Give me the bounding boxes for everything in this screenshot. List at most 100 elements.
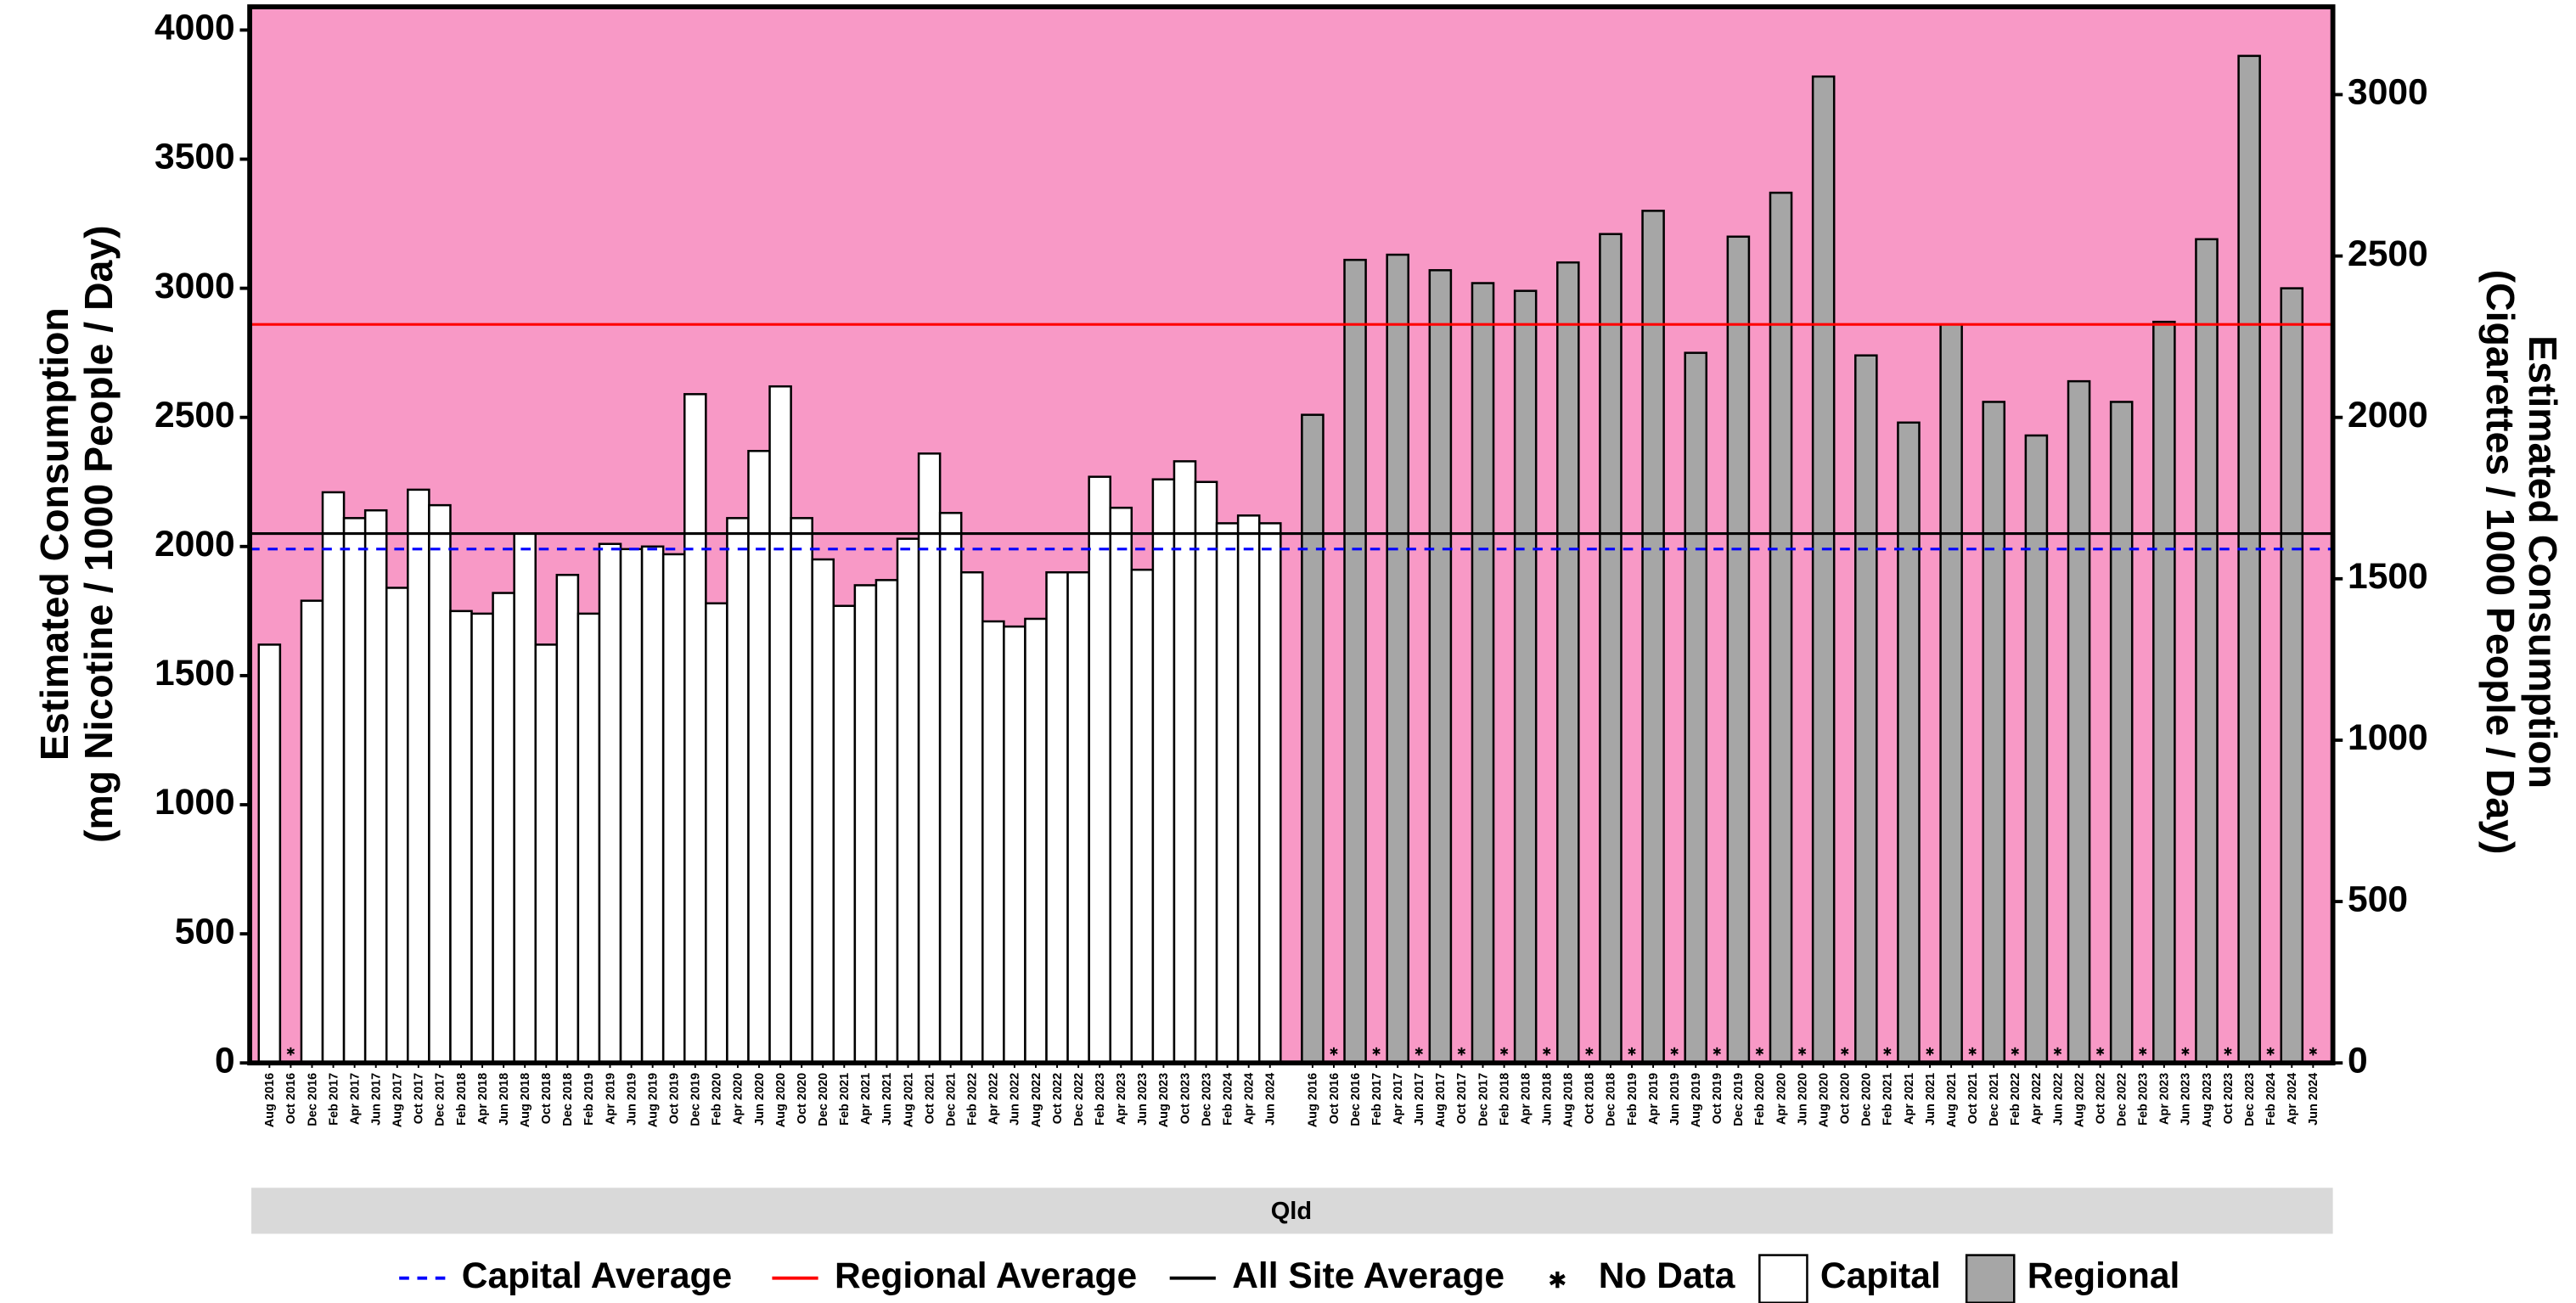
no-data-stroke [286,1048,295,1054]
x-tick-label: Aug 2017 [1434,1073,1448,1127]
no-data-stroke [1543,1048,1551,1054]
x-tick-label: Apr 2024 [2286,1073,2299,1125]
x-tick-label: Aug 2023 [1157,1073,1171,1127]
x-tick-label: Aug 2018 [519,1073,532,1127]
no-data-marker [1415,1047,1423,1056]
bar [1088,475,1111,1064]
x-tick-label: Aug 2017 [391,1073,405,1127]
no-data-marker [1713,1047,1721,1056]
x-tick-label: Feb 2021 [838,1073,852,1126]
bar [768,385,792,1064]
x-tick-label: Jun 2018 [498,1073,511,1126]
bar [790,517,813,1064]
y-axis-title: (mg Nicotine / 1000 People / Day) [76,225,121,843]
x-tick-label: Jun 2021 [1924,1073,1938,1126]
bar [1684,351,1708,1064]
no-data-marker [2224,1047,2232,1056]
no-data-stroke [2181,1048,2190,1054]
bar [2109,401,2134,1064]
bar [1428,269,1453,1064]
bar [1599,233,1623,1064]
no-data-marker [286,1047,295,1056]
no-data-stroke [1330,1048,1338,1054]
x-tick-label: Jun 2024 [1264,1073,1278,1126]
x-tick-label: Feb 2022 [966,1073,980,1126]
bar [300,599,324,1064]
bar [407,488,430,1064]
x-tick-label: Oct 2018 [1583,1073,1597,1124]
no-data-marker [1841,1047,1849,1056]
no-data-marker [1499,1047,1509,1056]
bar [555,574,580,1064]
no-data-marker [1670,1047,1679,1056]
x-tick-label: Aug 2022 [1030,1073,1043,1127]
x-tick-label: Jun 2020 [753,1073,767,1126]
bar [726,517,750,1064]
y-tick-label: 1000 [155,782,235,823]
x-tick-label: Jun 2019 [625,1073,638,1126]
bar [917,452,942,1064]
x-tick-label: Dec 2023 [2243,1073,2257,1126]
x-tick-label: Apr 2019 [1647,1073,1661,1125]
no-data-stroke [1549,1273,1566,1286]
bar [1109,506,1133,1064]
x-tick-label: Aug 2021 [902,1073,915,1127]
x-tick-label: Oct 2022 [2094,1073,2107,1124]
y2-axis-title: Estimated Consumption [2521,335,2565,789]
no-data-stroke [2309,1048,2318,1054]
no-data-marker [1549,1271,1566,1289]
x-tick-label: Dec 2016 [306,1073,319,1126]
plot-layer [250,54,2333,1064]
x-tick-label: Dec 2018 [1605,1073,1618,1126]
x-tick-label: Feb 2024 [1221,1073,1235,1126]
x-tick-label: Oct 2023 [1178,1073,1192,1124]
x-tick-label: Dec 2017 [1476,1073,1490,1126]
y2-tick-label: 3000 [2348,72,2428,113]
x-tick-label: Jun 2023 [2179,1073,2193,1126]
x-tick-label: Oct 2017 [413,1073,426,1124]
bar [1236,514,1261,1064]
no-data-marker [2053,1047,2062,1056]
no-data-stroke [2224,1048,2232,1054]
legend: Capital Average Regional Average All Site … [399,1254,2179,1303]
x-tick-label: Oct 2021 [1966,1073,1980,1124]
bar [1769,191,1793,1064]
x-tick-label: Dec 2017 [434,1073,447,1126]
no-data-marker [1755,1047,1764,1056]
bar [896,537,920,1064]
x-tick-label: Feb 2018 [1498,1073,1511,1126]
x-tick-label: Feb 2019 [582,1073,596,1126]
bar [1151,478,1176,1064]
no-data-marker [2095,1047,2105,1056]
x-tick-label: Feb 2020 [711,1073,724,1126]
no-data-stroke [1841,1048,1849,1054]
no-data-marker [1543,1047,1551,1056]
bar [1130,568,1155,1064]
no-data-marker [2181,1047,2190,1056]
no-data-stroke [1457,1048,1466,1054]
no-data-stroke [2139,1048,2147,1054]
bar [385,587,409,1064]
y2-tick-label: 1000 [2348,717,2428,758]
x-tick-label: Feb 2017 [327,1073,340,1126]
x-tick-label: Aug 2018 [1562,1073,1576,1127]
x-tick-label: Feb 2021 [1881,1073,1895,1126]
y-tick-label: 1500 [155,653,235,694]
no-data-marker [2139,1047,2147,1056]
x-tick-label: Dec 2022 [1072,1073,1086,1126]
bar [1194,480,1218,1064]
no-data-marker [1926,1047,1934,1056]
x-tick-label: Aug 2021 [1945,1073,1959,1127]
bar [1045,570,1069,1064]
legend-label: Capital Average [462,1255,732,1296]
bar [577,612,601,1064]
x-tick-label: Apr 2018 [1519,1073,1533,1125]
no-data-stroke [1372,1048,1381,1054]
x-tick-label: Jun 2017 [369,1073,383,1126]
x-tick-label: Aug 2016 [1307,1073,1320,1127]
no-data-marker [2266,1047,2275,1056]
x-tick-label: Feb 2018 [455,1073,469,1126]
y-tick-label: 3500 [155,137,235,177]
y2-tick-label: 1500 [2348,556,2428,597]
no-data-stroke [1797,1048,1807,1054]
